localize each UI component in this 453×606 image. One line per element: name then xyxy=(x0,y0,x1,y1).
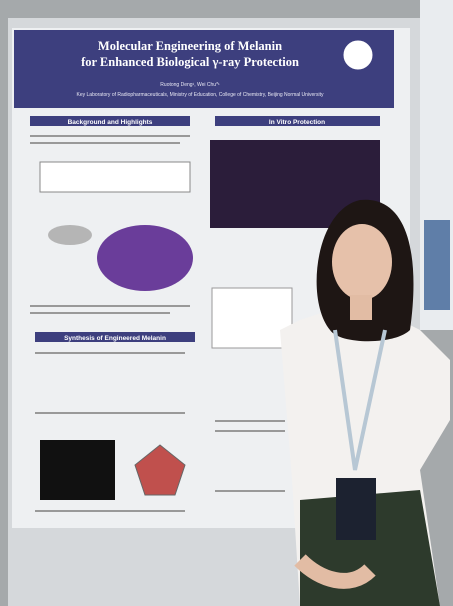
plot xyxy=(211,287,293,349)
neighbor-figure xyxy=(424,220,450,310)
section-header xyxy=(35,332,195,342)
lanyard xyxy=(333,329,387,471)
badge xyxy=(336,478,376,540)
face xyxy=(332,224,392,300)
authors: Ruotong Deng¹, Wei Chu*¹ xyxy=(160,82,220,88)
poster-title: Molecular Engineering of Melanin for Enha… xyxy=(81,39,299,69)
mouse-illustration xyxy=(48,225,92,245)
university-logo xyxy=(342,39,374,71)
section-header xyxy=(30,116,190,126)
arm xyxy=(294,554,376,589)
scheme xyxy=(39,161,191,193)
table-image xyxy=(40,440,115,500)
title-banner xyxy=(14,30,394,108)
radar-plot xyxy=(134,444,186,496)
section-header xyxy=(215,116,380,126)
text-lines xyxy=(30,135,285,512)
neck xyxy=(350,295,372,320)
affiliation: Key Laboratory of Radiopharmaceuticals, … xyxy=(77,92,324,98)
section-title: Synthesis of Engineered Melanin xyxy=(64,335,166,342)
cell-illustration xyxy=(97,225,193,291)
section-title: Background and Highlights xyxy=(68,119,153,126)
section-title: In Vitro Protection xyxy=(269,119,325,126)
